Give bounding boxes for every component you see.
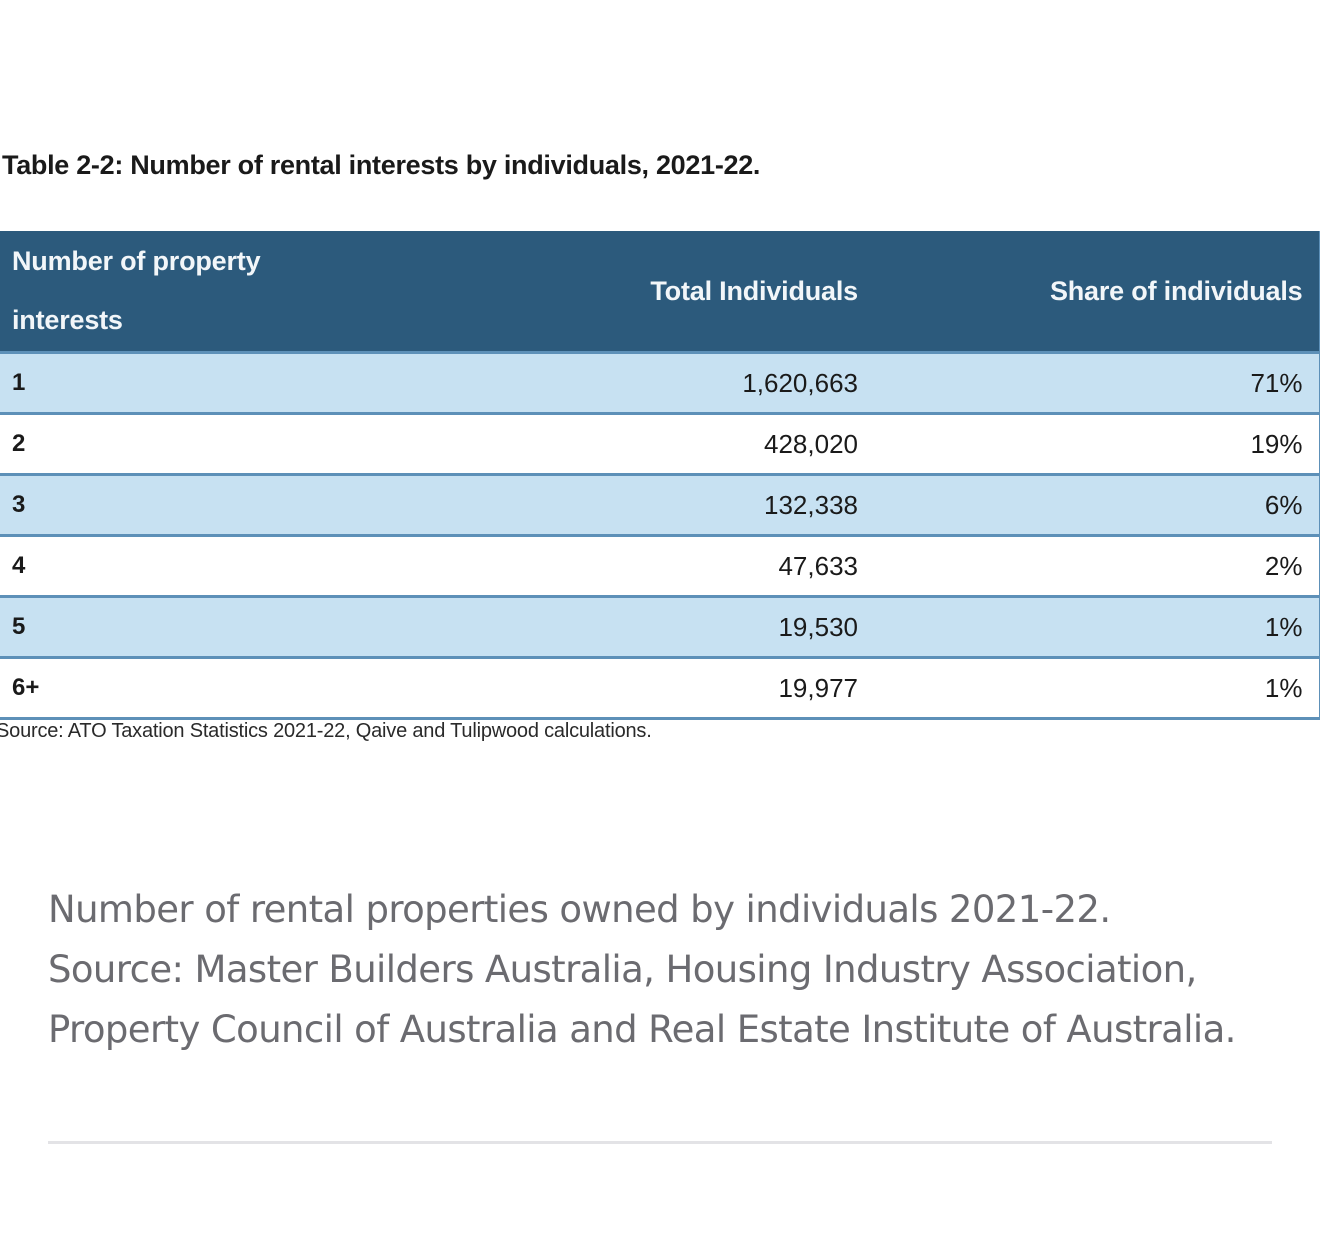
table-row: 1 1,620,663 71% bbox=[0, 351, 1320, 414]
table-header-row: Number of property interests Total Indiv… bbox=[0, 231, 1320, 353]
table-row: 2 428,020 19% bbox=[0, 412, 1320, 475]
cell-share: 2% bbox=[874, 534, 1320, 597]
table-row: 6+ 19,977 1% bbox=[0, 656, 1320, 720]
table-caption: Table 2-2: Number of rental interests by… bbox=[2, 150, 761, 180]
cell-total: 19,530 bbox=[560, 595, 874, 658]
table-source-note: Source: ATO Taxation Statistics 2021-22,… bbox=[0, 720, 652, 742]
table-row: 5 19,530 1% bbox=[0, 595, 1320, 658]
cell-interests: 5 bbox=[0, 595, 560, 658]
header-line-2: interests bbox=[12, 305, 123, 335]
table-row: 3 132,338 6% bbox=[0, 473, 1320, 536]
figure-caption: Number of rental properties owned by ind… bbox=[48, 888, 1236, 1051]
header-property-interests: Number of property interests bbox=[0, 231, 560, 353]
table-row: 4 47,633 2% bbox=[0, 534, 1320, 597]
cell-share: 1% bbox=[874, 656, 1320, 720]
cell-interests: 4 bbox=[0, 534, 560, 597]
cell-interests: 2 bbox=[0, 412, 560, 475]
cell-interests: 6+ bbox=[0, 656, 560, 720]
cell-total: 47,633 bbox=[560, 534, 874, 597]
cell-total: 19,977 bbox=[560, 656, 874, 720]
caption-divider bbox=[48, 1141, 1272, 1144]
cell-share: 6% bbox=[874, 473, 1320, 536]
cell-interests: 3 bbox=[0, 473, 560, 536]
cell-share: 1% bbox=[874, 595, 1320, 658]
header-line-1: Number of property bbox=[12, 246, 261, 276]
cell-total: 1,620,663 bbox=[560, 351, 874, 414]
cell-interests: 1 bbox=[0, 351, 560, 414]
header-total-individuals: Total Individuals bbox=[560, 231, 874, 353]
cell-total: 132,338 bbox=[560, 473, 874, 536]
rental-interests-table: Number of property interests Total Indiv… bbox=[0, 231, 1320, 720]
cell-share: 19% bbox=[874, 412, 1320, 475]
cell-share: 71% bbox=[874, 351, 1320, 414]
header-share-of-individuals: Share of individuals bbox=[874, 231, 1320, 353]
cell-total: 428,020 bbox=[560, 412, 874, 475]
